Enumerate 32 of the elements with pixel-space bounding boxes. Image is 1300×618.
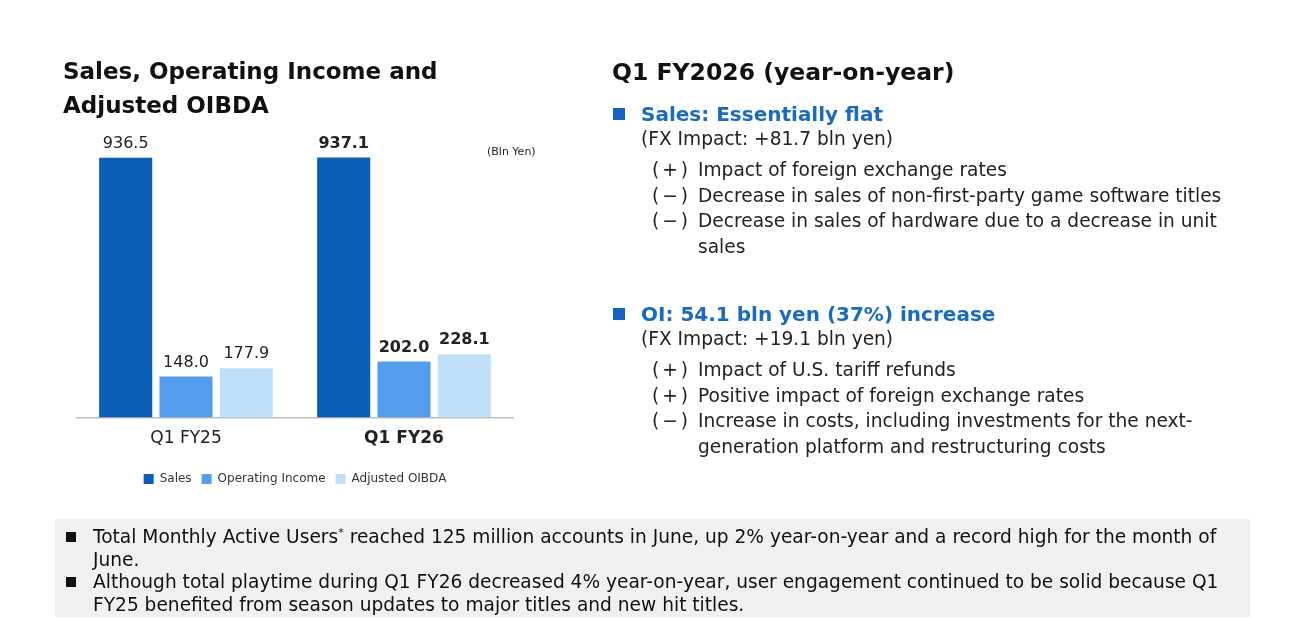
legend-label: Operating Income — [217, 471, 326, 486]
text: (−) Decrease in sales of non-first-party game software titles — [652, 183, 1222, 208]
x-tick-label: Q1 FY26 — [364, 427, 444, 448]
data-label: 228.1 — [439, 329, 490, 349]
text: Q1 FY2026 (year-on-year) — [612, 57, 955, 88]
data-label: 148.0 — [163, 351, 209, 371]
text: (−) Decrease in sales of hardware due to a decrease in unit sales — [652, 209, 1217, 257]
text: Total Monthly Active Users$^{*}$ reached 125 million accounts in June, up 2% year-on-year and a record high for the month of June. — [93, 525, 1217, 570]
data-label: 936.5 — [102, 132, 149, 152]
x-tick-label: Q1 FY25 — [150, 427, 222, 448]
text: OI: 54.1 bln yen (37%) increase — [641, 301, 996, 328]
text: (+) Impact of foreign exchange rates — [652, 158, 1007, 182]
bar — [99, 157, 153, 418]
text: (FX Impact: +19.1 bln yen) — [641, 327, 894, 351]
data-label: 937.1 — [318, 132, 369, 152]
text: (+) Impact of U.S. tariff refunds — [652, 358, 956, 382]
text: Although total playtime during Q1 FY26 decreased 4% year-on-year, user engagement continued to be solid because Q1 FY25 benefited from season updates to major titles and new hit titles. — [93, 571, 1219, 615]
text: Sales: Essentially flat — [641, 101, 883, 128]
bar — [219, 368, 273, 418]
bar — [437, 354, 491, 418]
text: (−) Increase in costs, including investments for the next-generation platform and restructuring costs — [652, 409, 1193, 457]
data-label: 202.0 — [378, 336, 430, 356]
text: (+) Positive impact of foreign exchange rates — [652, 383, 1085, 408]
legend-label: Adjusted OIBDA — [351, 471, 448, 486]
text: (FX Impact: +81.7 bln yen) — [641, 127, 894, 151]
bar — [317, 157, 371, 418]
annotation: (Bln Yen) — [487, 145, 536, 159]
chart-title: Sales, Operating Income and Adjusted OIBDA — [63, 57, 439, 120]
data-label: 177.9 — [223, 343, 270, 363]
legend-label: Sales — [159, 471, 192, 486]
bar — [377, 361, 431, 418]
bar — [159, 376, 213, 418]
